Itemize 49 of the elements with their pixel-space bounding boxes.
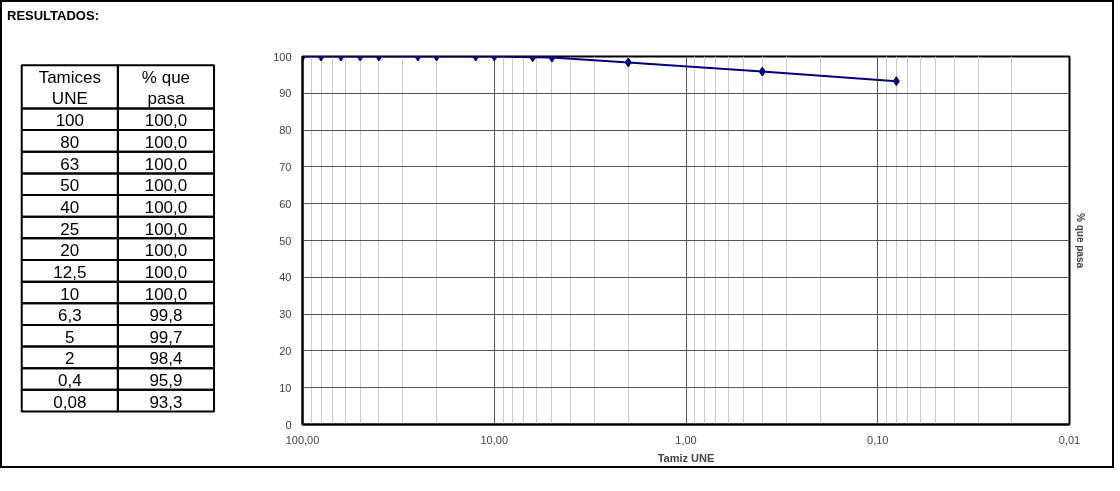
text: 25 xyxy=(60,219,80,239)
x-tick-label: 100,00 xyxy=(285,433,320,446)
x-axis-title: Tamiz UNE xyxy=(657,451,715,464)
text: 95,9 xyxy=(149,371,183,391)
text: 2 xyxy=(65,349,75,369)
x-tick-label: 0,10 xyxy=(867,433,889,446)
y-tick-label: 80 xyxy=(279,124,292,137)
x-tick-label: 10,00 xyxy=(480,433,509,446)
y-tick-label: 100 xyxy=(273,50,292,63)
text: 100,0 xyxy=(144,241,188,261)
text: 100,0 xyxy=(144,197,188,217)
x-tick-label: 1,00 xyxy=(675,433,697,446)
text: 98,4 xyxy=(149,349,183,369)
y-tick-label: 10 xyxy=(279,381,292,394)
text: % que pasa xyxy=(141,67,191,109)
text: 100,0 xyxy=(144,133,188,153)
text: 100 xyxy=(55,111,84,131)
text: 6,3 xyxy=(57,306,82,326)
text: 5 xyxy=(65,327,75,347)
text: 50 xyxy=(60,176,80,196)
text: 100,0 xyxy=(144,111,188,131)
y-tick-label: 90 xyxy=(279,87,292,100)
text: 100,0 xyxy=(144,219,188,239)
y-tick-label: 60 xyxy=(279,197,292,210)
text: Tamices UNE xyxy=(38,67,101,109)
text: 0,4 xyxy=(57,371,82,391)
y-tick-label: 50 xyxy=(279,234,292,247)
text: 63 xyxy=(60,154,80,174)
text: 40 xyxy=(60,197,80,217)
text: 99,7 xyxy=(149,327,183,347)
text: 100,0 xyxy=(144,284,188,304)
y-tick-label: 0 xyxy=(285,418,292,431)
y-tick-label: 40 xyxy=(279,271,292,284)
text: 100,0 xyxy=(144,154,188,174)
y-axis-title: % que pasa xyxy=(1074,212,1086,269)
y-tick-label: 70 xyxy=(279,160,292,173)
x-tick-label: 0,01 xyxy=(1058,433,1081,446)
text: 10 xyxy=(60,284,80,304)
text: 100,0 xyxy=(144,176,188,196)
text: RESULTADOS: xyxy=(7,7,99,25)
y-tick-label: 20 xyxy=(279,344,292,357)
text: 99,8 xyxy=(149,306,183,326)
text: 93,3 xyxy=(149,392,183,412)
text: 12,5 xyxy=(53,262,87,282)
text: 80 xyxy=(60,133,80,153)
text: 100,0 xyxy=(144,262,188,282)
text: 20 xyxy=(60,241,80,261)
y-tick-label: 30 xyxy=(279,308,292,321)
text: 0,08 xyxy=(53,392,87,412)
